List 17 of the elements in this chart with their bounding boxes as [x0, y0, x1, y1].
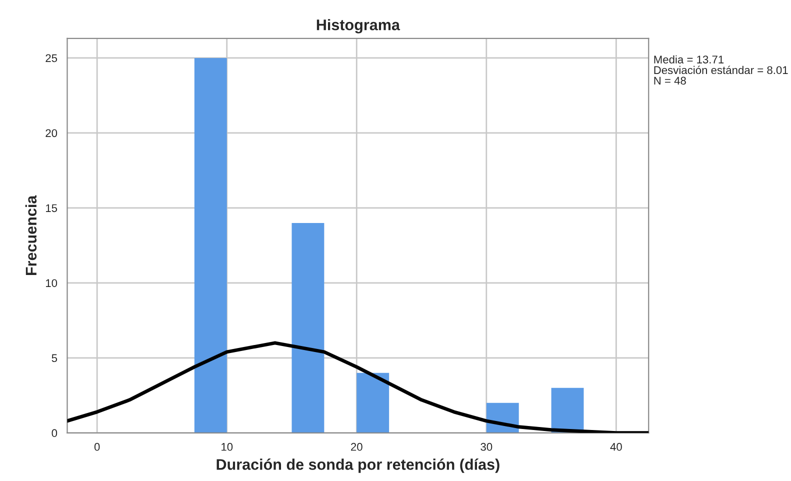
y-tick-label: 10 [46, 279, 58, 288]
text: Desviación estándar = 8.01 [654, 66, 788, 74]
text: N = 48 [654, 76, 686, 85]
x-axis-title: Duración de sonda por retención (días) [216, 458, 500, 473]
text: Media = 13.71 [654, 55, 724, 64]
x-tick-label: 40 [610, 442, 622, 451]
x-tick-label: 30 [480, 442, 492, 451]
y-tick-label: 15 [46, 204, 58, 212]
y-axis-title: Frecuencia [25, 195, 37, 275]
y-tick-label: 20 [46, 129, 58, 138]
x-tick-label: 10 [222, 442, 233, 451]
y-tick-label: 0 [52, 429, 58, 438]
x-tick-label: 20 [351, 442, 362, 451]
chart-title: Histograma [316, 19, 400, 34]
y-tick-label: 25 [46, 54, 58, 62]
y-tick-label: 5 [52, 354, 58, 362]
x-tick-label: 0 [94, 442, 100, 451]
